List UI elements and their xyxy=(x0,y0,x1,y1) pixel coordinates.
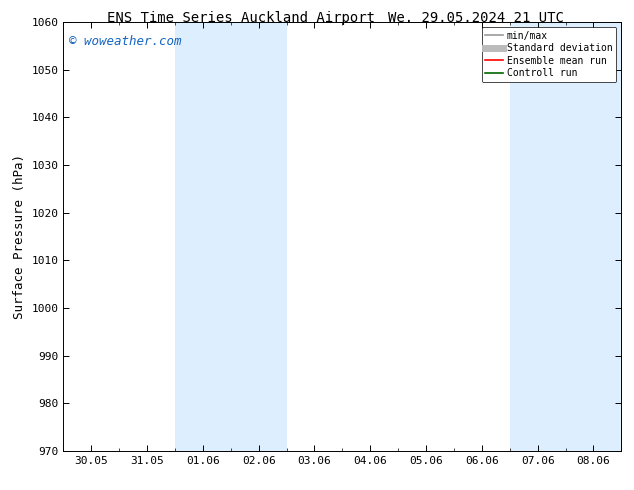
Text: We. 29.05.2024 21 UTC: We. 29.05.2024 21 UTC xyxy=(387,11,564,25)
Y-axis label: Surface Pressure (hPa): Surface Pressure (hPa) xyxy=(13,154,26,319)
Bar xyxy=(175,22,287,451)
Bar xyxy=(510,22,621,451)
Text: © woweather.com: © woweather.com xyxy=(69,35,181,48)
Legend: min/max, Standard deviation, Ensemble mean run, Controll run: min/max, Standard deviation, Ensemble me… xyxy=(482,27,616,82)
Text: ENS Time Series Auckland Airport: ENS Time Series Auckland Airport xyxy=(107,11,375,25)
